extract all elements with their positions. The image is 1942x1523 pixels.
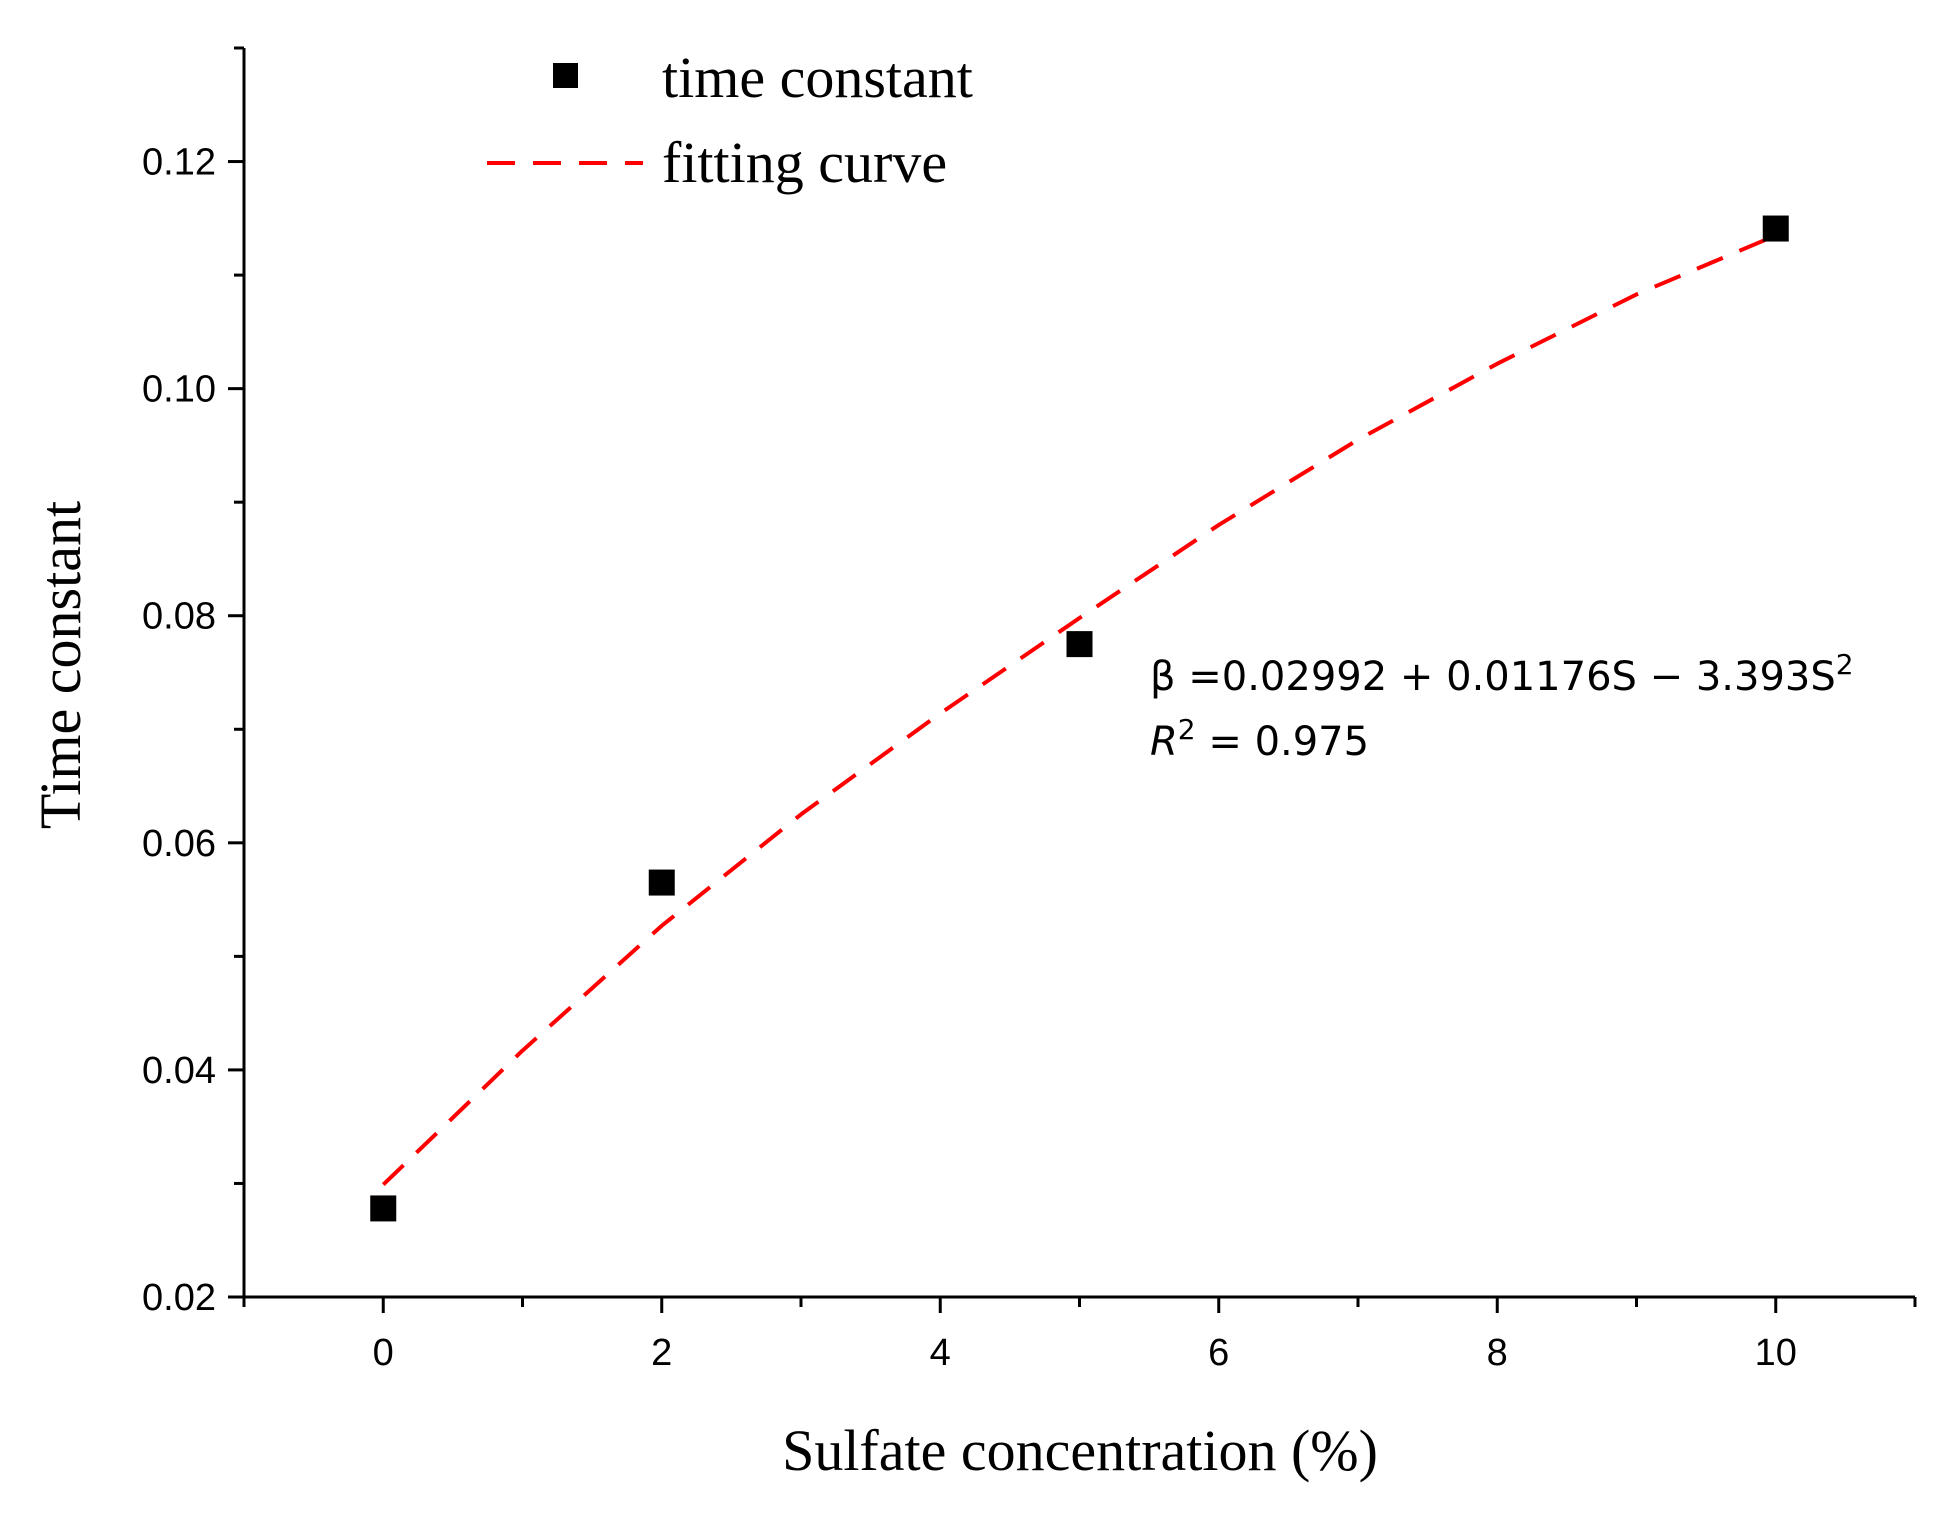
r-squared-value: = 0.975 bbox=[1196, 719, 1369, 765]
data-point-square bbox=[1762, 215, 1789, 242]
equation-exponent: 2 bbox=[1836, 648, 1854, 681]
axes: 0 2 4 6 8 10 0.02 0.04 0.06 0.08 0.10 0.12 bbox=[142, 46, 1917, 1374]
legend-label-fitting-curve: fitting curve bbox=[662, 130, 947, 195]
x-tick-label: 4 bbox=[930, 1332, 951, 1374]
legend: time constant fitting curve bbox=[487, 45, 973, 195]
y-tick-label: 0.10 bbox=[142, 369, 216, 411]
x-axis-title: Sulfate concentration (%) bbox=[782, 1418, 1378, 1483]
y-tick-label: 0.06 bbox=[142, 823, 216, 865]
data-point-square bbox=[1066, 631, 1093, 658]
y-tick-label: 0.12 bbox=[142, 142, 216, 184]
x-tick-label: 6 bbox=[1208, 1332, 1229, 1374]
y-tick-label: 0.02 bbox=[142, 1277, 216, 1319]
y-tick-label: 0.04 bbox=[142, 1050, 216, 1092]
fitting-curve-line bbox=[381, 233, 1777, 1187]
r-squared-symbol: R bbox=[1150, 719, 1178, 765]
x-tick-label: 0 bbox=[373, 1332, 394, 1374]
equation-line: β =0.02992 + 0.01176S − 3.393S2 bbox=[1150, 648, 1854, 700]
equation-main: β =0.02992 + 0.01176S − 3.393S bbox=[1150, 654, 1836, 700]
fit-equation: β =0.02992 + 0.01176S − 3.393S2 R2 = 0.9… bbox=[1150, 648, 1854, 765]
r-squared-exponent: 2 bbox=[1178, 713, 1196, 746]
y-axis-title: Time constant bbox=[28, 501, 93, 829]
legend-label-time-constant: time constant bbox=[662, 45, 973, 110]
y-ticks: 0.02 0.04 0.06 0.08 0.10 0.12 bbox=[142, 46, 244, 1319]
data-point-square bbox=[370, 1195, 397, 1222]
x-tick-label: 8 bbox=[1487, 1332, 1508, 1374]
legend-marker-square bbox=[553, 63, 578, 88]
x-ticks: 0 2 4 6 8 10 bbox=[242, 1297, 1917, 1374]
data-point-square bbox=[648, 869, 675, 896]
x-tick-label: 2 bbox=[651, 1332, 672, 1374]
y-tick-label: 0.08 bbox=[142, 596, 216, 638]
x-tick-label: 10 bbox=[1755, 1332, 1797, 1374]
plot-marks bbox=[370, 215, 1789, 1222]
r-squared-line: R2 = 0.975 bbox=[1150, 713, 1369, 765]
